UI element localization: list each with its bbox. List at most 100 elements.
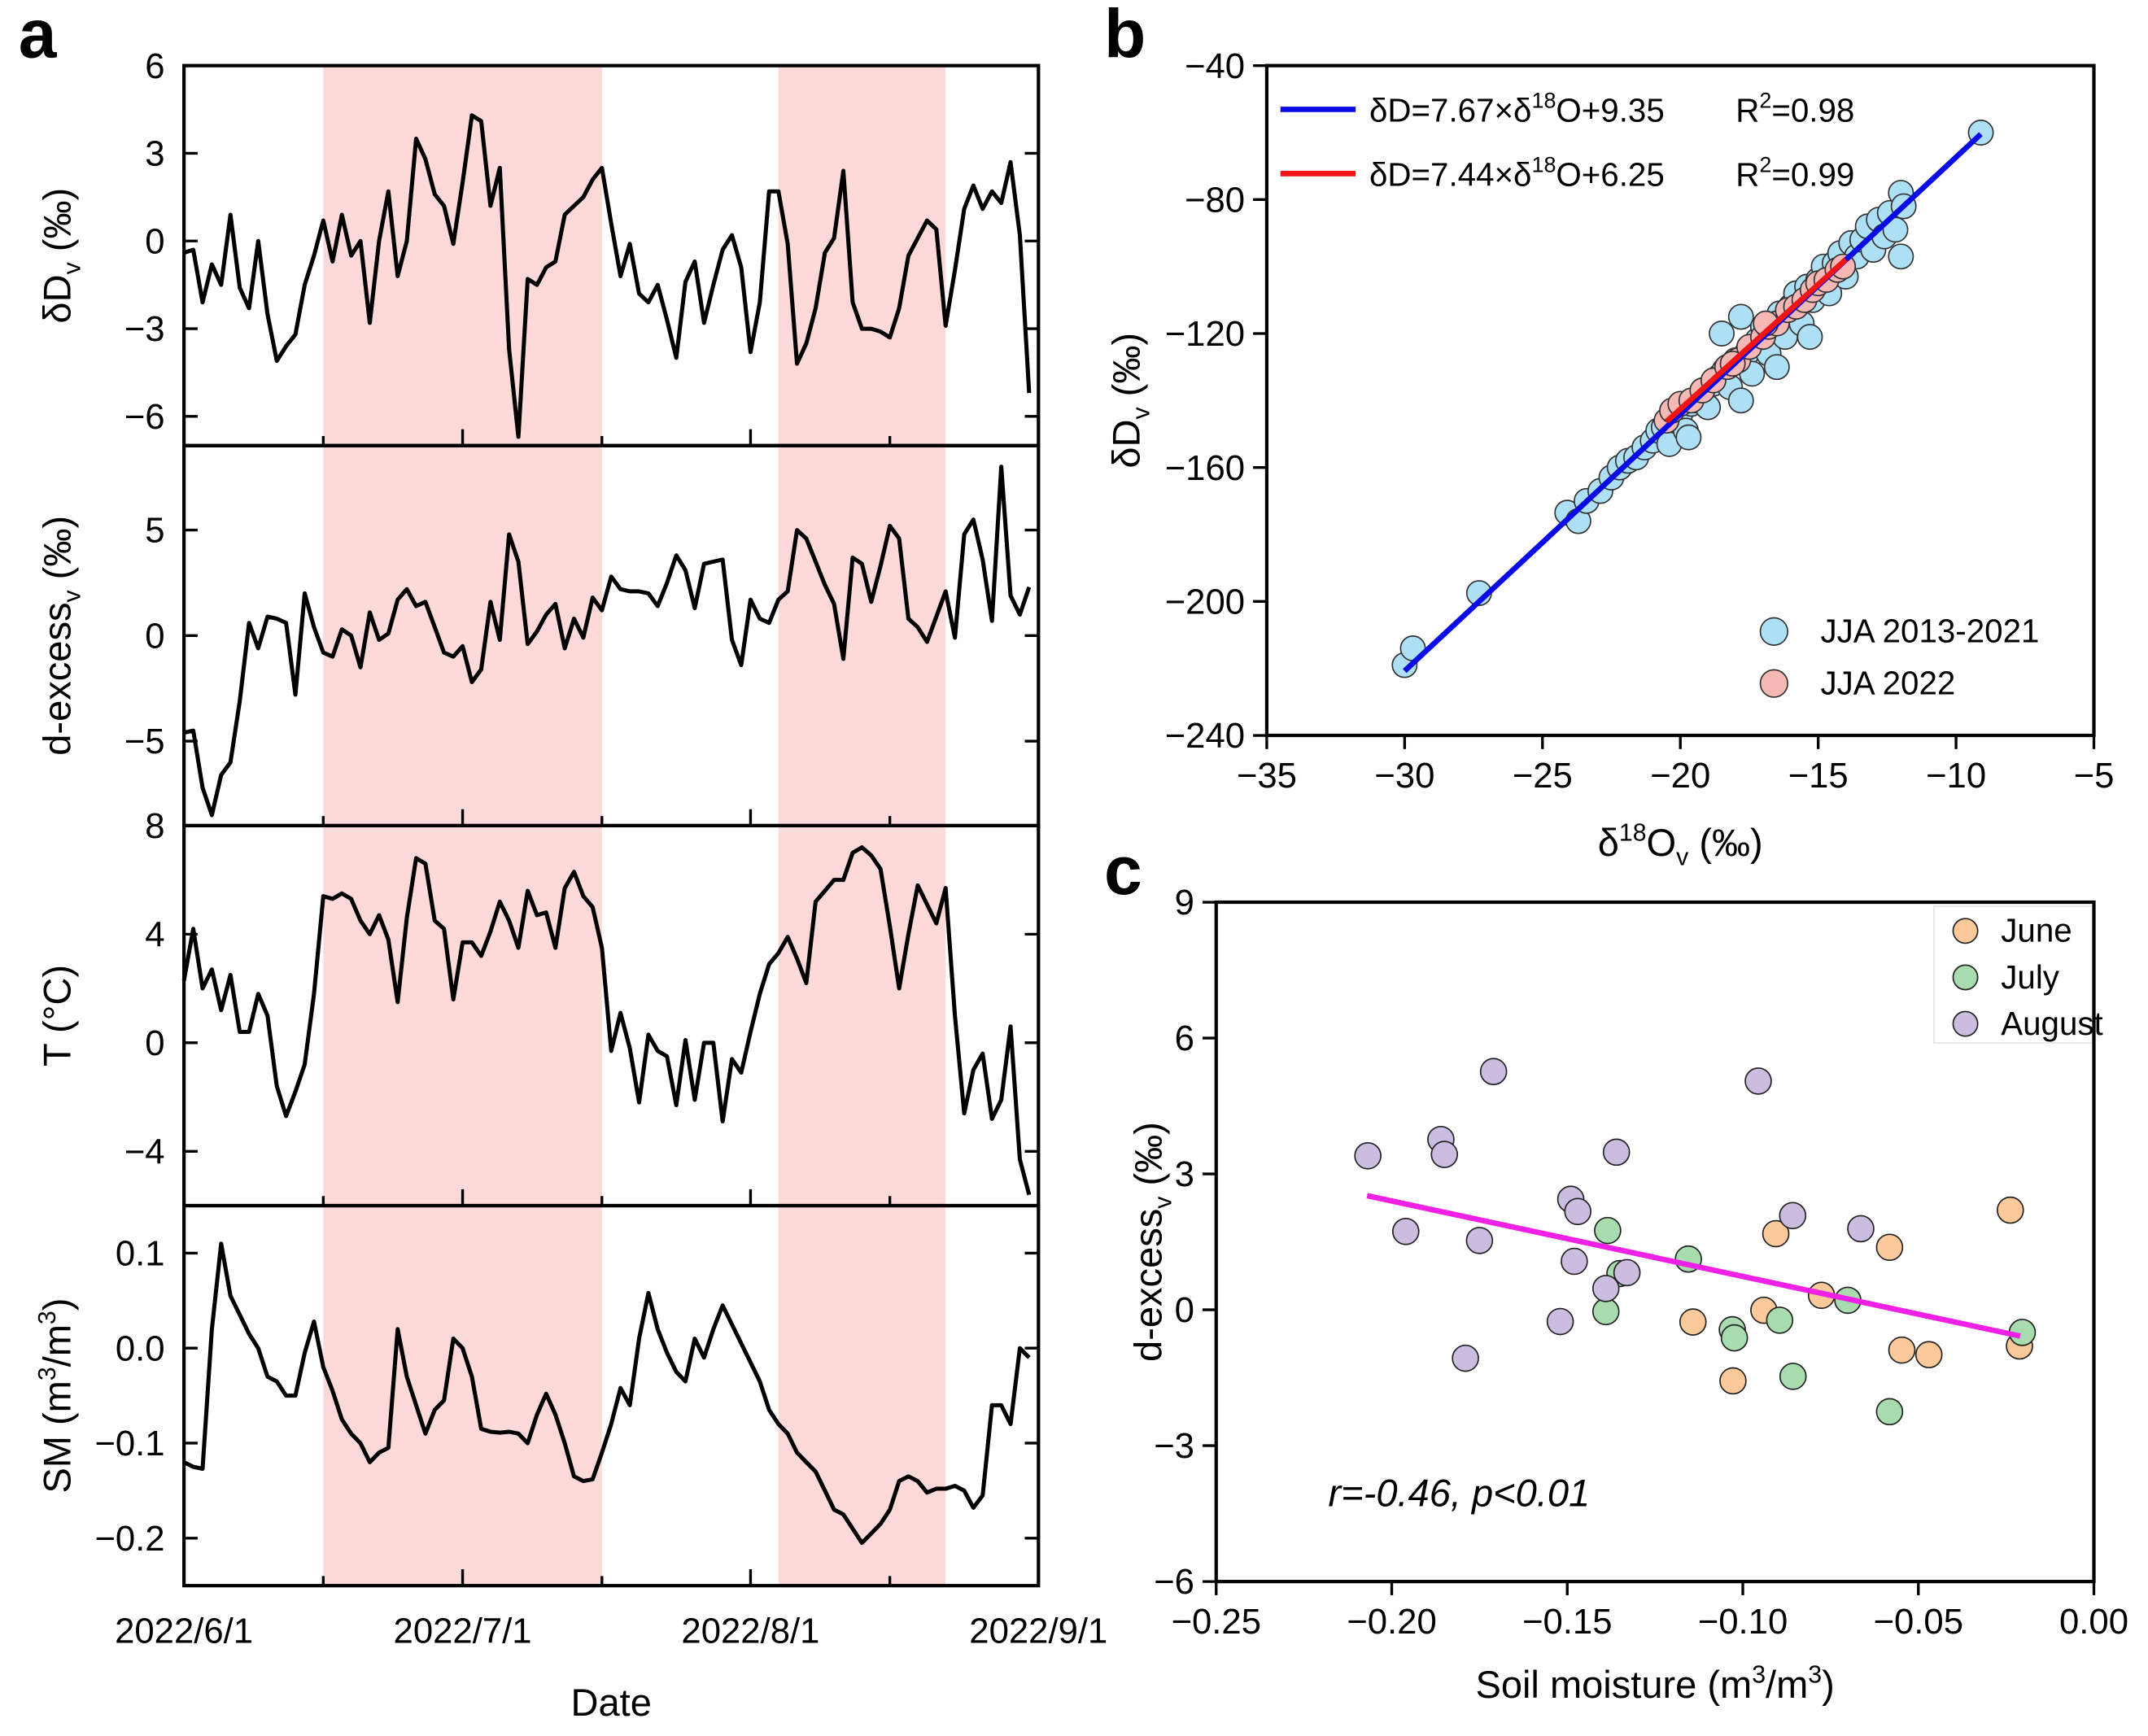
data-point: [1847, 1215, 1875, 1243]
y-tick-label: −200: [1165, 582, 1245, 622]
data-point: [1479, 1058, 1508, 1086]
y-axis-label: δDv (‰): [1105, 333, 1155, 469]
data-point: [1888, 1336, 1916, 1364]
y-axis-label: d-excessv (‰): [36, 516, 86, 756]
series-august: [1354, 1058, 1875, 1372]
data-point: [1779, 1202, 1807, 1230]
y-tick-label: 0.0: [116, 1328, 165, 1368]
plot-frame: [1214, 900, 2096, 1584]
y-axis-label: δDv (‰): [36, 188, 86, 324]
data-point: [1679, 1308, 1707, 1336]
x-tick-label: 2022/6/1: [115, 1612, 253, 1651]
y-tick-label: −0.2: [94, 1519, 164, 1559]
y-tick-label: −80: [1185, 180, 1245, 220]
y-tick-label: 0: [145, 616, 164, 656]
data-point: [1602, 1138, 1631, 1167]
data-point: [1709, 321, 1735, 347]
legend-label: JJA 2022: [1820, 665, 1955, 702]
y-tick-label: −4: [124, 1132, 165, 1171]
series-line: [181, 845, 1032, 1196]
data-point: [1591, 1298, 1620, 1326]
y-tick-label: 0: [145, 221, 164, 261]
data-point: [1762, 1219, 1790, 1248]
data-point: [1675, 424, 1702, 451]
y-tick-label: 6: [145, 46, 164, 86]
legend-label: June: [2001, 912, 2072, 949]
subplot-4: 0.1 0.0 −0.1 −0.2 SM (m3/m3): [34, 1203, 1041, 1588]
x-axis-label: δ18Ov (‰): [1598, 819, 1763, 870]
data-point: [1452, 1344, 1479, 1372]
panel-label-c: c: [1104, 832, 1142, 909]
data-point: [1744, 1067, 1772, 1095]
correlation-annotation: r=-0.46, p<0.01: [1329, 1472, 1591, 1515]
x-tick-label: −0.20: [1347, 1602, 1437, 1642]
panel-label-b: b: [1104, 0, 1146, 72]
data-point: [1591, 1275, 1620, 1302]
y-axis-label: d-excessv (‰): [1127, 1122, 1177, 1362]
y-tick-label: −160: [1165, 448, 1245, 488]
x-tick-label: −15: [1788, 756, 1849, 796]
data-point: [1875, 1233, 1904, 1262]
panel-c-scatter: June July August r=-0.46, p<0.01 −0.25 −0.20 −…: [1127, 883, 2128, 1706]
y-tick-label: 8: [145, 806, 164, 846]
legend-marker: [1952, 964, 1979, 991]
x-tick-label: −0.05: [1874, 1602, 1964, 1642]
x-tick-label: 0.00: [2059, 1602, 2128, 1642]
legend-label: July: [2001, 958, 2060, 996]
legend-label: JJA 2013-2021: [1820, 613, 2039, 650]
x-tick-label: −0.10: [1698, 1602, 1788, 1642]
fit-line: [1366, 1193, 2021, 1339]
data-point: [1430, 1141, 1459, 1168]
legend-fit-equation: δD=7.44×δ18O+6.25: [1369, 153, 1665, 194]
y-tick-label: 0: [145, 1023, 164, 1063]
data-point: [1720, 1324, 1749, 1352]
y-tick-label: −0.1: [94, 1424, 164, 1463]
data-point: [1763, 354, 1790, 381]
series-july: [1591, 1216, 2037, 1426]
y-tick-label: −40: [1185, 46, 1245, 86]
y-tick-label: 0: [1175, 1290, 1194, 1330]
data-point: [1997, 1196, 2024, 1224]
subplot-3: 8 4 0 −4 T (°C): [36, 806, 1041, 1208]
panel-label-a: a: [19, 0, 58, 72]
y-axis-label: T (°C): [36, 965, 79, 1066]
y-tick-label: −3: [1154, 1426, 1194, 1466]
data-point: [1797, 324, 1823, 351]
data-point: [1561, 1247, 1588, 1276]
legend-marker: [1952, 918, 1979, 944]
y-tick-label: 9: [1175, 883, 1194, 923]
data-point: [1546, 1307, 1574, 1336]
data-point: [1465, 1227, 1494, 1254]
subplot-frame: [182, 1203, 1041, 1588]
panel-b-scatter: δD=7.67×δ18O+9.35 R2=0.98 δD=7.44×δ18O+6.2…: [1105, 46, 2115, 871]
fit-line: [1665, 257, 1848, 424]
data-point: [1888, 243, 1914, 270]
x-tick-label: −10: [1926, 756, 1986, 796]
y-tick-label: 3: [1175, 1154, 1194, 1194]
x-tick-label: −20: [1650, 756, 1710, 796]
data-point: [1875, 1398, 1904, 1426]
x-tick-label: −30: [1374, 756, 1434, 796]
x-axis-label: Date: [571, 1681, 652, 1724]
y-tick-label: 4: [145, 914, 164, 954]
legend-marker: [1759, 669, 1788, 698]
x-tick-label: 2022/8/1: [681, 1612, 819, 1651]
data-point: [1613, 1258, 1641, 1287]
y-tick-label: 0.1: [116, 1234, 165, 1274]
x-tick-label: −0.25: [1171, 1602, 1261, 1642]
y-tick-label: −240: [1165, 716, 1245, 756]
x-tick-label: −0.15: [1522, 1602, 1613, 1642]
series-line: [182, 1241, 1031, 1546]
y-tick-label: −6: [1154, 1562, 1194, 1602]
legend-label: August: [2001, 1005, 2103, 1042]
data-point: [1719, 1367, 1747, 1395]
data-point: [1564, 1197, 1592, 1226]
y-tick-label: −5: [124, 722, 165, 761]
data-point: [1766, 1306, 1794, 1334]
y-tick-label: 5: [145, 511, 164, 551]
data-point: [1727, 387, 1754, 414]
data-point: [1727, 303, 1754, 330]
x-tick-label: −25: [1513, 756, 1573, 796]
y-tick-label: −3: [124, 309, 165, 349]
